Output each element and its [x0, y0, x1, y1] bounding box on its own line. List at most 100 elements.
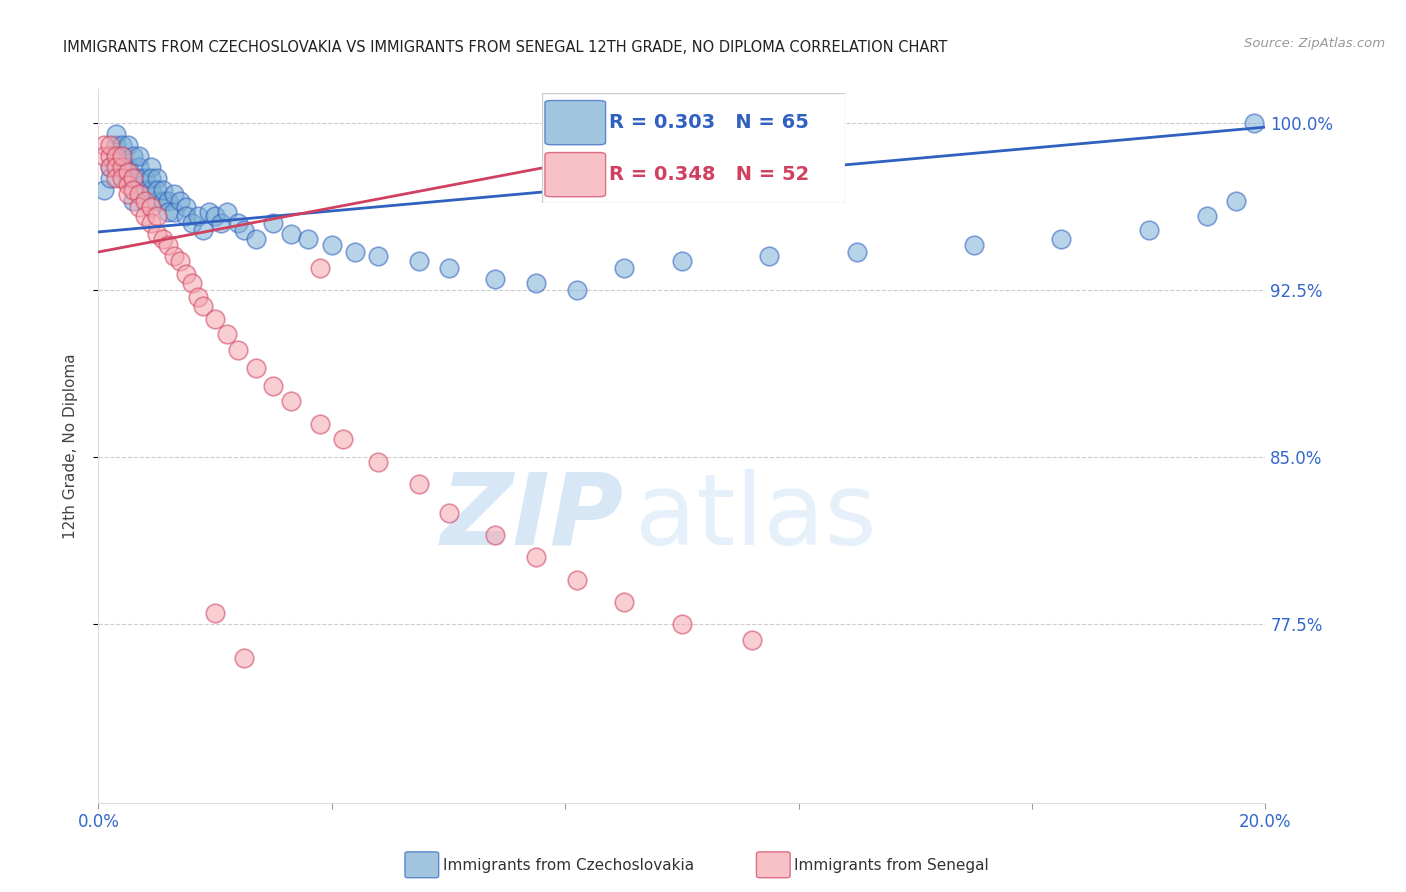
- Point: [157, 204, 180, 219]
- Point: [245, 231, 267, 245]
- Point: [139, 182, 162, 196]
- Point: [524, 550, 547, 565]
- Point: [169, 194, 191, 208]
- Point: [98, 149, 121, 163]
- Point: [134, 209, 156, 223]
- Point: [758, 249, 780, 263]
- Y-axis label: 12th Grade, No Diploma: 12th Grade, No Diploma: [63, 353, 77, 539]
- Point: [98, 171, 121, 186]
- Point: [128, 171, 150, 186]
- Point: [215, 327, 238, 342]
- Point: [174, 200, 197, 214]
- Point: [139, 216, 162, 230]
- Point: [163, 204, 186, 219]
- Text: ZIP: ZIP: [440, 469, 624, 566]
- Point: [117, 160, 139, 174]
- Point: [671, 253, 693, 268]
- Point: [671, 617, 693, 632]
- Point: [128, 149, 150, 163]
- Point: [111, 137, 134, 152]
- Point: [437, 260, 460, 275]
- Point: [152, 194, 174, 208]
- Point: [122, 182, 145, 196]
- Point: [117, 164, 139, 178]
- Point: [146, 194, 169, 208]
- Point: [1243, 115, 1265, 129]
- Point: [104, 127, 127, 141]
- Point: [122, 171, 145, 186]
- Point: [180, 276, 202, 290]
- Point: [134, 182, 156, 196]
- Point: [1225, 194, 1247, 208]
- Point: [297, 231, 319, 245]
- Point: [484, 271, 506, 285]
- Point: [169, 253, 191, 268]
- Point: [612, 595, 634, 609]
- Point: [139, 160, 162, 174]
- Point: [117, 171, 139, 186]
- Text: atlas: atlas: [636, 469, 877, 566]
- Point: [437, 506, 460, 520]
- Point: [93, 149, 115, 163]
- Point: [152, 231, 174, 245]
- Point: [321, 238, 343, 252]
- Point: [122, 171, 145, 186]
- Point: [104, 137, 127, 152]
- Point: [157, 194, 180, 208]
- Point: [104, 149, 127, 163]
- Point: [104, 160, 127, 174]
- Point: [367, 249, 389, 263]
- Point: [134, 194, 156, 208]
- Point: [280, 394, 302, 409]
- Point: [122, 194, 145, 208]
- Point: [98, 160, 121, 174]
- Point: [198, 204, 221, 219]
- Point: [93, 182, 115, 196]
- Point: [104, 171, 127, 186]
- Point: [280, 227, 302, 241]
- Point: [128, 186, 150, 201]
- Point: [163, 186, 186, 201]
- Point: [111, 149, 134, 163]
- Point: [134, 171, 156, 186]
- Point: [111, 149, 134, 163]
- Point: [122, 149, 145, 163]
- Point: [193, 298, 215, 312]
- Point: [565, 283, 588, 297]
- Point: [193, 222, 215, 236]
- Point: [228, 216, 250, 230]
- Point: [612, 260, 634, 275]
- Point: [367, 454, 389, 468]
- Point: [163, 249, 186, 263]
- Point: [233, 650, 256, 665]
- Point: [1137, 222, 1160, 236]
- Point: [180, 216, 202, 230]
- Point: [146, 182, 169, 196]
- Point: [484, 528, 506, 542]
- Point: [262, 378, 284, 392]
- Point: [139, 171, 162, 186]
- Point: [174, 267, 197, 281]
- Point: [152, 182, 174, 196]
- Point: [146, 227, 169, 241]
- Point: [408, 476, 430, 491]
- Point: [111, 160, 134, 174]
- Point: [117, 186, 139, 201]
- Point: [117, 137, 139, 152]
- Point: [139, 200, 162, 214]
- Point: [408, 253, 430, 268]
- Point: [1050, 231, 1073, 245]
- Point: [104, 149, 127, 163]
- Point: [187, 209, 209, 223]
- Point: [98, 137, 121, 152]
- Point: [741, 632, 763, 647]
- Point: [262, 216, 284, 230]
- Point: [309, 260, 332, 275]
- Point: [524, 276, 547, 290]
- Point: [245, 360, 267, 375]
- Point: [111, 171, 134, 186]
- Point: [204, 606, 226, 620]
- Point: [187, 289, 209, 303]
- Text: Immigrants from Senegal: Immigrants from Senegal: [794, 858, 990, 872]
- Point: [146, 171, 169, 186]
